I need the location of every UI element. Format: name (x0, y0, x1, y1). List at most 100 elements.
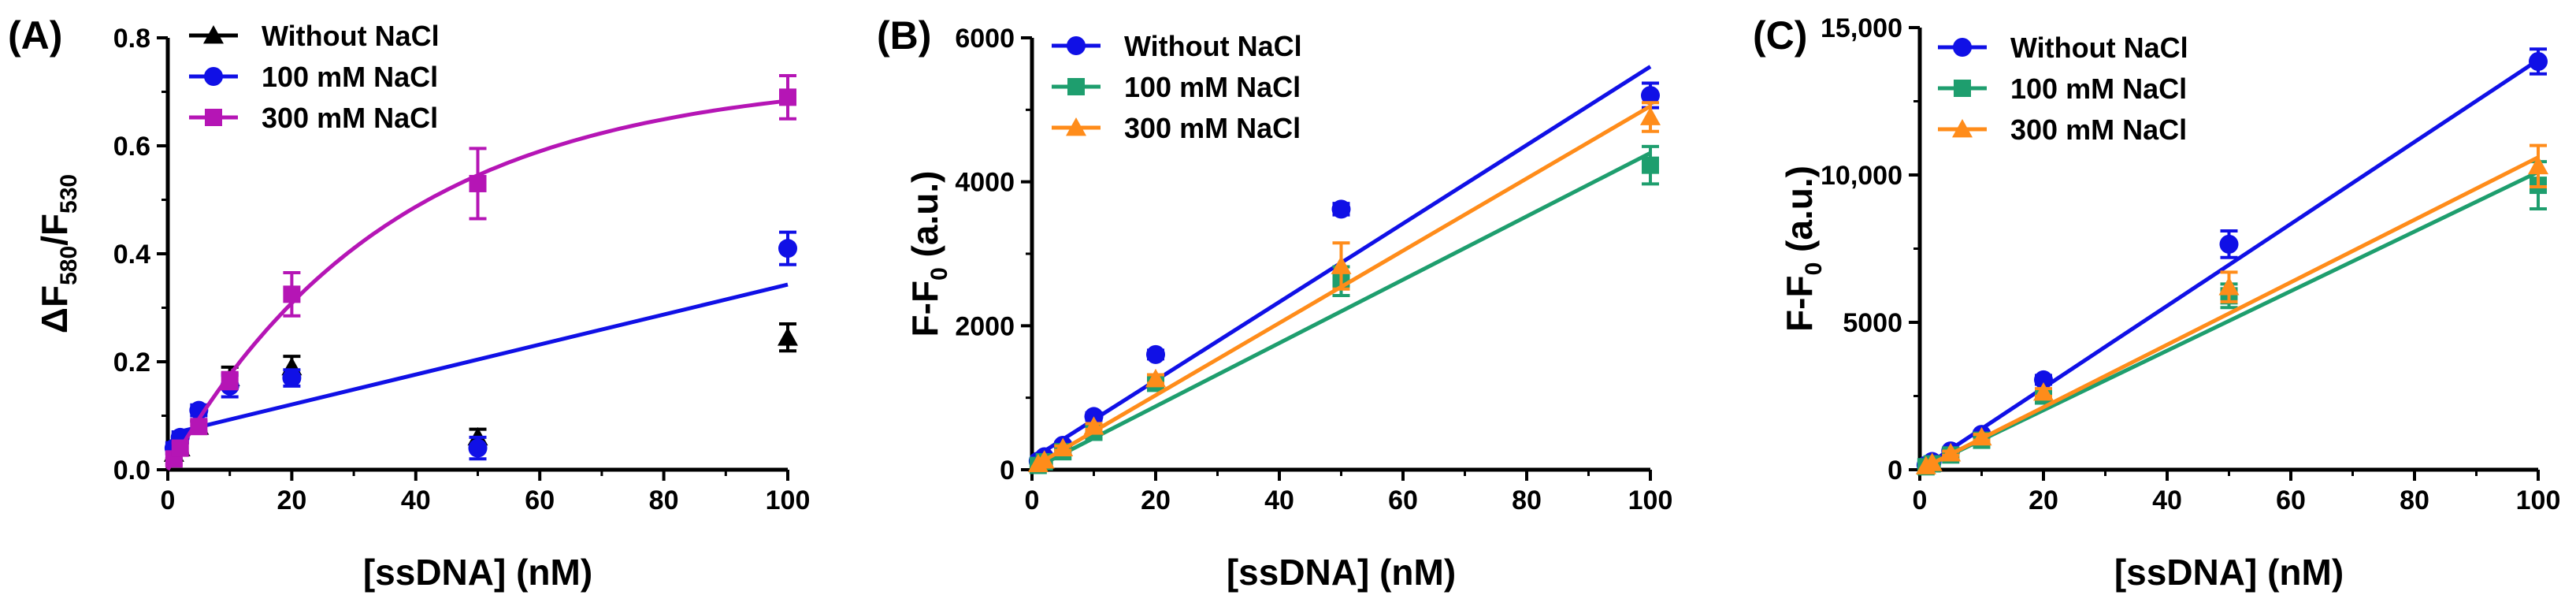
panel-label: (B) (877, 13, 931, 58)
data-point (283, 285, 301, 303)
legend-label: 100 mM NaCl (1124, 71, 1301, 103)
chart-panel-2: (B) 0 20 40 60 80 100 0 2000 4000 6000 [ssDNA] (nM)… (877, 13, 1672, 593)
data-point (1921, 452, 1943, 471)
data-point (221, 371, 239, 389)
x-tick-label: 0 (1025, 485, 1040, 515)
series-3 (165, 73, 796, 471)
chart-panel-1: (A) 0 20 40 60 80 100 0.0 0.2 0.4 0.6 0.8 [ssDNA] (n… (8, 13, 810, 593)
x-tick-label: 20 (277, 485, 306, 515)
data-point (2529, 52, 2548, 72)
series-2 (1029, 144, 1659, 474)
data-point (2528, 155, 2548, 175)
x-tick-label: 0 (1913, 485, 1928, 515)
fit-line (1918, 170, 2540, 472)
y-tick-label: 15,000 (1821, 13, 1902, 43)
legend-marker (1066, 117, 1086, 136)
legend-marker (1067, 78, 1085, 95)
data-point (778, 327, 798, 346)
legend-label: Without NaCl (2010, 32, 2188, 64)
fit-line (1918, 58, 2540, 472)
x-tick-label: 100 (2516, 485, 2561, 515)
x-tick-label: 60 (2276, 485, 2306, 515)
data-point (282, 368, 302, 388)
y-tick-label: 0.0 (113, 456, 150, 485)
x-tick-label: 80 (649, 485, 679, 515)
x-tick-label: 0 (161, 485, 176, 515)
y-tick-label: 0.2 (113, 348, 150, 378)
data-point (2219, 234, 2239, 254)
series-3 (1027, 101, 1661, 473)
data-point (171, 439, 189, 457)
data-point (1034, 450, 1055, 469)
x-tick-label: 20 (1141, 485, 1171, 515)
data-point (2034, 370, 2053, 389)
legend-label: 300 mM NaCl (2010, 113, 2187, 146)
legend-label: 100 mM NaCl (262, 61, 438, 93)
y-axis-title: F-F0 (a.u.) (904, 171, 952, 337)
x-axis-title: [ssDNA] (nM) (2114, 552, 2344, 593)
x-tick-label: 40 (401, 485, 431, 515)
x-tick-label: 20 (2029, 485, 2058, 515)
panel-label: (A) (8, 13, 62, 58)
data-point (468, 438, 488, 458)
fit-line (1030, 151, 1652, 472)
legend-marker (204, 67, 223, 86)
data-point (2218, 277, 2240, 296)
data-point (1052, 437, 1074, 456)
x-tick-label: 60 (525, 485, 555, 515)
legend-label: 300 mM NaCl (262, 102, 438, 134)
y-tick-label: 6000 (955, 24, 1015, 54)
data-point (1642, 156, 1659, 174)
legend-label: 300 mM NaCl (1124, 112, 1301, 144)
y-tick-label: 5000 (1843, 308, 1902, 338)
legend-label: 100 mM NaCl (2010, 73, 2187, 105)
x-axis-title: [ssDNA] (nM) (1227, 552, 1456, 593)
legend: Without NaCl 100 mM NaCl 300 mM NaCl (189, 20, 440, 134)
legend: Without NaCl 100 mM NaCl 300 mM NaCl (1052, 30, 1302, 144)
panel-label: (C) (1753, 13, 1807, 58)
data-point (1146, 344, 1165, 364)
legend-marker (203, 25, 224, 44)
legend-marker (205, 109, 222, 126)
y-tick-label: 0.8 (113, 24, 150, 54)
x-tick-label: 40 (2152, 485, 2182, 515)
legend-label: Without NaCl (1124, 30, 1302, 62)
data-point (1145, 368, 1166, 388)
y-axis-title: ΔF580/F530 (34, 174, 82, 333)
series-2 (164, 230, 797, 461)
legend-label: Without NaCl (262, 20, 440, 52)
y-tick-label: 0 (1887, 456, 1902, 485)
fit-line (1918, 155, 2540, 472)
legend-marker (1952, 119, 1973, 138)
legend: Without NaCl 100 mM NaCl 300 mM NaCl (1938, 32, 2188, 146)
data-point (1640, 106, 1661, 125)
data-point (2033, 382, 2054, 401)
y-tick-label: 0.4 (113, 240, 150, 270)
y-tick-label: 0 (1000, 456, 1015, 485)
y-tick-label: 10,000 (1821, 161, 1902, 191)
data-point (1641, 86, 1660, 106)
data-point (779, 88, 796, 106)
chart-panel-3: (C) 0 20 40 60 80 100 0 5000 10,000 15,000 [ssDNA] … (1753, 13, 2560, 593)
x-tick-label: 100 (1628, 485, 1673, 515)
data-point (190, 418, 208, 436)
data-point (1331, 255, 1352, 274)
data-point (1971, 426, 1992, 446)
data-point (1083, 416, 1104, 435)
legend-marker (1954, 80, 1971, 97)
legend-marker (1067, 36, 1086, 55)
data-point (778, 239, 797, 259)
y-axis-title: F-F0 (a.u.) (1779, 166, 1827, 332)
fit-line (173, 282, 789, 435)
x-tick-label: 60 (1388, 485, 1418, 515)
data-point (1331, 199, 1351, 219)
x-tick-label: 80 (1512, 485, 1542, 515)
data-point (1940, 443, 1962, 462)
data-point (469, 174, 487, 192)
x-tick-label: 40 (1264, 485, 1294, 515)
x-tick-label: 80 (2400, 485, 2429, 515)
series-2 (1917, 160, 2547, 476)
y-tick-label: 0.6 (113, 132, 150, 162)
x-tick-label: 100 (766, 485, 811, 515)
